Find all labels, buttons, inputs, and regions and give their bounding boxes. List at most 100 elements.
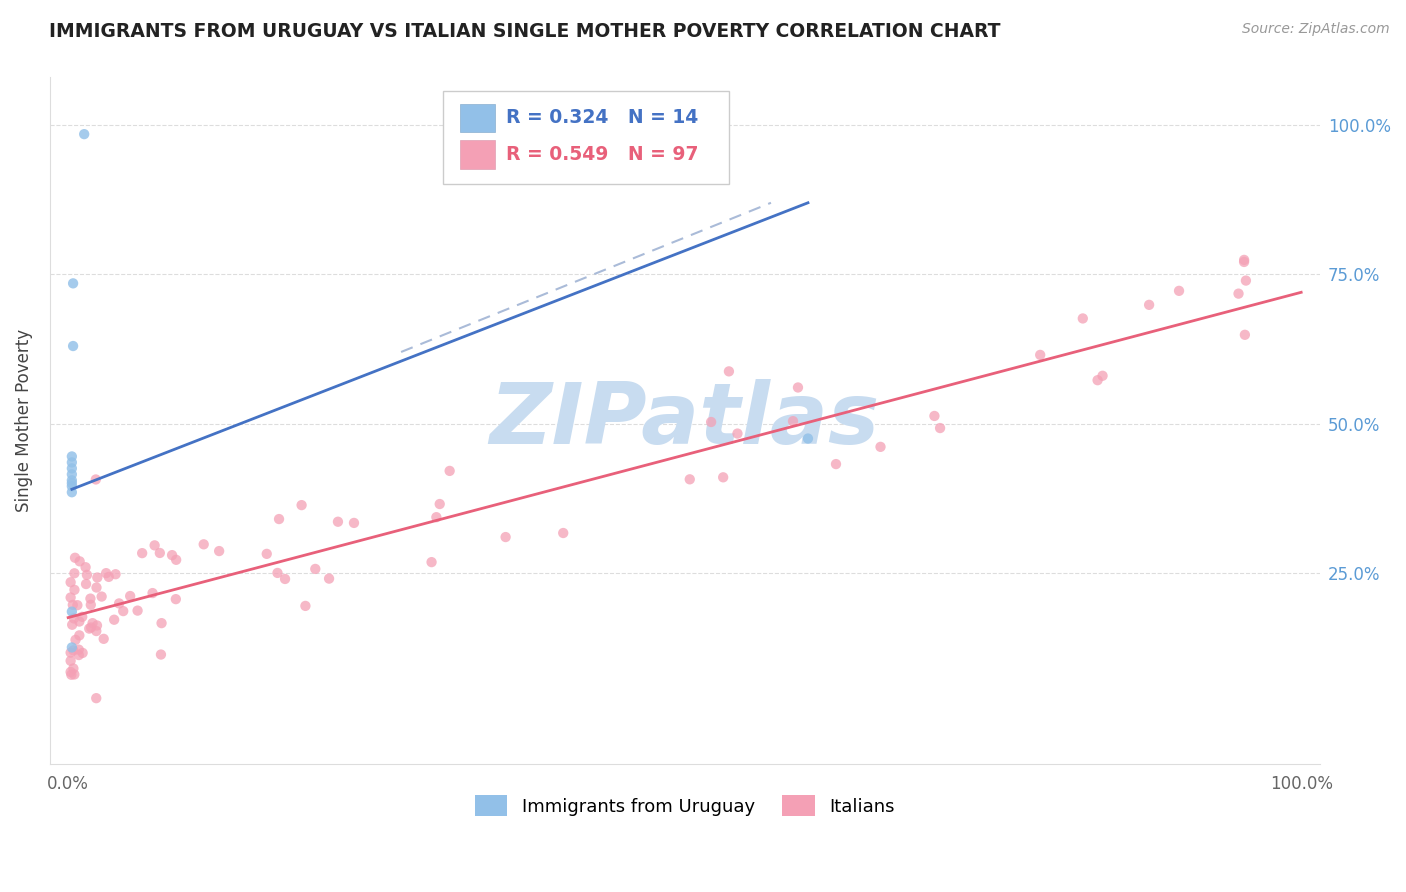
Point [86,618,108,632]
Point [1233,255,1256,269]
Point [59,654,82,668]
Point [679,472,702,486]
Point [66,598,89,612]
Point [60,476,83,491]
Point [1233,327,1256,342]
Point [63,566,86,581]
Point [727,426,749,441]
Point [75,577,97,591]
Point [63,550,86,565]
Point [274,572,297,586]
Point [108,596,131,610]
Point [343,516,366,530]
Point [104,567,127,582]
Point [86,570,108,584]
Point [60,667,83,681]
Point [103,613,125,627]
Point [75,560,97,574]
Point [1091,368,1114,383]
Point [782,414,804,428]
Point [143,538,166,552]
Point [84,691,107,706]
Point [1137,298,1160,312]
Point [62,598,84,612]
Text: R = 0.324   N = 14: R = 0.324 N = 14 [506,109,697,128]
Point [60,450,83,464]
Point [60,485,83,500]
Text: ZIPatlas: ZIPatlas [489,379,880,462]
Point [94,566,117,581]
Point [429,497,451,511]
Point [59,591,82,605]
Point [1071,311,1094,326]
Point [825,457,848,471]
Point [1168,284,1191,298]
Point [67,628,90,642]
Point [717,364,740,378]
Point [97,570,120,584]
Point [80,620,103,634]
Point [256,547,278,561]
Point [165,553,187,567]
Point [711,470,734,484]
Point [142,586,165,600]
Point [326,515,349,529]
Point [86,581,108,595]
Point [495,530,517,544]
Point [84,624,107,638]
Text: R = 0.549   N = 97: R = 0.549 N = 97 [506,145,699,164]
Legend: Immigrants from Uruguay, Italians: Immigrants from Uruguay, Italians [468,789,901,823]
Point [1234,274,1257,288]
Point [62,339,84,353]
Point [929,421,952,435]
Point [700,415,723,429]
Point [73,127,96,141]
Point [63,611,86,625]
Point [60,467,83,482]
Point [67,642,90,657]
Point [120,589,142,603]
Point [149,648,172,662]
FancyBboxPatch shape [460,103,495,132]
Point [62,277,84,291]
Point [59,665,82,679]
Point [67,615,90,629]
Point [787,380,810,394]
Point [93,632,115,646]
Point [924,409,946,423]
Point [420,555,443,569]
Point [60,617,83,632]
Point [1233,252,1256,267]
Point [60,479,83,493]
Point [208,544,231,558]
Point [60,455,83,469]
FancyBboxPatch shape [460,140,495,169]
Point [1087,373,1109,387]
Point [1029,348,1052,362]
Point [80,598,103,612]
Text: Source: ZipAtlas.com: Source: ZipAtlas.com [1241,22,1389,37]
Point [193,537,215,551]
Point [267,512,290,526]
Point [425,510,447,524]
Point [79,591,101,606]
Point [1227,286,1250,301]
Point [70,610,93,624]
Point [62,643,84,657]
Point [72,646,94,660]
Point [69,554,91,568]
Point [76,568,98,582]
Point [294,599,316,613]
Point [553,526,575,541]
Point [131,546,153,560]
Point [59,646,82,660]
Point [127,604,149,618]
Point [160,548,183,562]
Y-axis label: Single Mother Poverty: Single Mother Poverty [15,329,32,512]
FancyBboxPatch shape [443,91,730,184]
Point [77,622,100,636]
Point [304,562,326,576]
Point [150,616,173,631]
Point [869,440,891,454]
Point [149,546,172,560]
